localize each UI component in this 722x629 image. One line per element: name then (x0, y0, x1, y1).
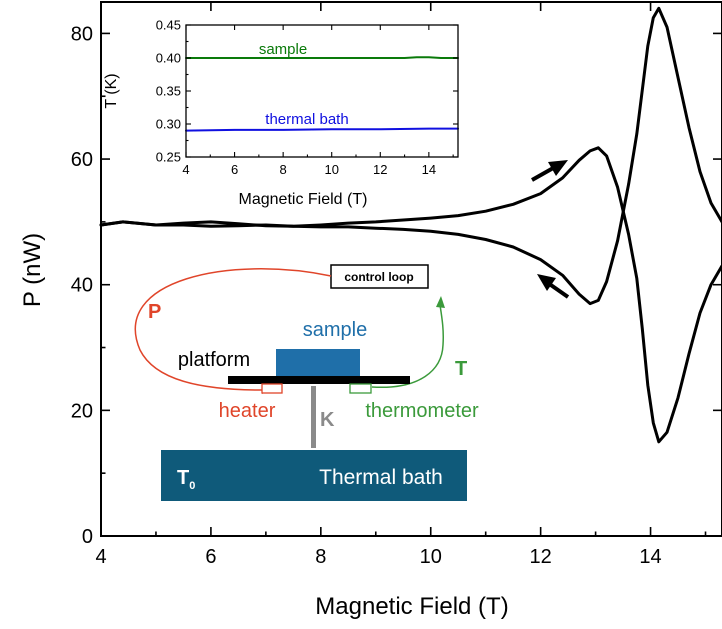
main-y-tick-label: 60 (71, 149, 93, 171)
main-y-tick-label: 40 (71, 275, 93, 297)
inset-x-tick-label: 6 (231, 162, 238, 177)
heater-loop-path (134, 268, 332, 391)
schematic: control loop P T sample platform heater … (134, 264, 479, 501)
inset-axes: 4 6 8 10 12 14 0.25 0.30 0.35 0.40 0.45 (156, 18, 459, 177)
control-loop-label: control loop (344, 270, 413, 284)
inset-series-1 (185, 56, 459, 59)
inset-y-tick-label: 0.25 (156, 150, 181, 165)
main-x-tick-label: 10 (420, 546, 442, 568)
inset-series-group (185, 56, 459, 132)
inset-x-tick-label: 4 (182, 162, 189, 177)
inset-x-axis-label: Magnetic Field (T) (239, 191, 368, 208)
temperature-symbol-label: T (455, 358, 467, 380)
thermal-bath-label: Thermal bath (319, 466, 443, 489)
thermometer-label: thermometer (365, 400, 479, 422)
bath-temperature-subscript: 0 (189, 480, 195, 492)
thermal-bath-block (161, 450, 467, 501)
power-symbol-label: P (148, 301, 161, 323)
heater-element (261, 383, 283, 394)
arrow-down-shaft (546, 281, 570, 299)
control-loop-box (330, 264, 429, 289)
heater-label: heater (219, 400, 276, 422)
inset-series-label-bath: thermal bath (265, 111, 348, 128)
direction-arrow-up (531, 160, 568, 182)
inset-plot: 4 6 8 10 12 14 0.25 0.30 0.35 0.40 0.45 Magnetic F… (103, 15, 459, 208)
main-x-tick-label: 4 (95, 546, 106, 568)
main-x-tick-label: 6 (205, 546, 216, 568)
inset-x-tick-label: 12 (373, 162, 387, 177)
direction-arrow-down (537, 274, 570, 299)
thermometer-element (349, 383, 372, 394)
sample-block (276, 349, 360, 377)
main-series-2 (99, 6, 722, 306)
inset-x-tick-label: 8 (280, 162, 287, 177)
inset-series-2 (185, 127, 459, 132)
thermal-link (311, 386, 316, 448)
arrow-up-head (548, 160, 568, 176)
sample-label: sample (303, 319, 367, 341)
inset-y-tick-label: 0.45 (156, 18, 181, 33)
platform-bar (228, 376, 410, 384)
inset-x-tick-label: 14 (422, 162, 436, 177)
main-series-1 (99, 146, 722, 444)
platform-label: platform (178, 349, 250, 371)
main-y-axis-label: P (nW) (19, 233, 46, 307)
inset-y-axis-label: T (K) (103, 73, 120, 108)
inset-x-tick-label: 10 (324, 162, 338, 177)
inset-y-tick-label: 0.30 (156, 117, 181, 132)
main-x-tick-label: 12 (530, 546, 552, 568)
bath-temperature-symbol: T (177, 467, 189, 489)
main-y-tick-label: 20 (71, 400, 93, 422)
main-x-axis-label: Magnetic Field (T) (315, 593, 508, 620)
main-x-tick-label: 14 (639, 546, 661, 568)
thermal-conductance-label: K (320, 409, 335, 431)
inset-y-tick-label: 0.40 (156, 51, 181, 66)
inset-series-label-sample: sample (259, 41, 307, 58)
main-frame (100, 1, 722, 537)
main-y-tick-label: 0 (82, 526, 93, 548)
thermometer-loop-arrowhead (436, 296, 445, 308)
thermometer-loop-path (371, 304, 444, 389)
arrow-up-shaft (531, 165, 556, 182)
inset-y-tick-label: 0.35 (156, 84, 181, 99)
main-x-tick-label: 8 (315, 546, 326, 568)
arrow-down-head (537, 274, 556, 291)
main-series-group (99, 6, 722, 444)
main-y-tick-label: 80 (71, 23, 93, 45)
bath-temperature-label: T0 (177, 467, 195, 492)
inset-background (146, 15, 458, 166)
